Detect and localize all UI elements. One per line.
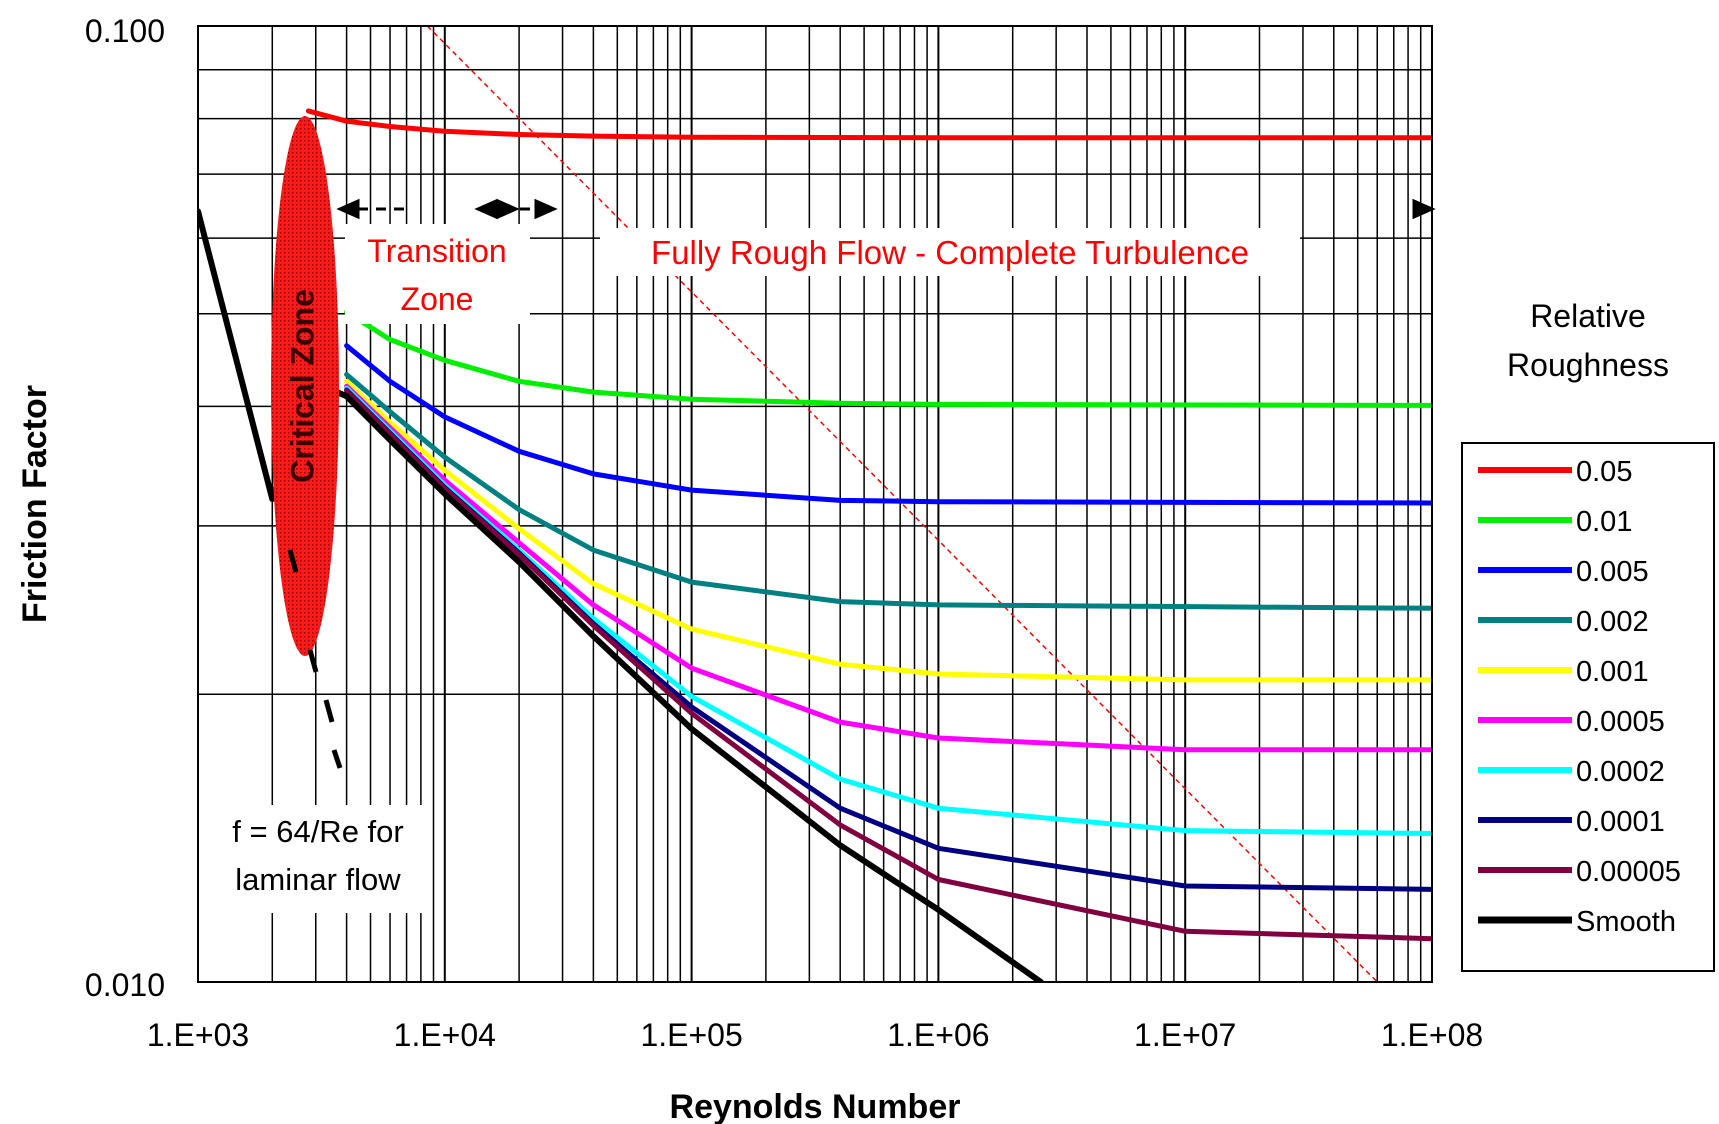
x-tick-label: 1.E+08 [1381,1017,1483,1053]
legend-label: 0.001 [1576,656,1649,688]
critical-zone-ellipse [271,116,339,656]
plot-frame [197,25,1433,983]
fully-rough-label: Fully Rough Flow - Complete Turbulence [651,234,1249,271]
x-tick-label: 1.E+05 [640,1017,742,1053]
legend-label: 0.00005 [1576,856,1681,888]
legend-label: 0.0005 [1576,706,1665,738]
legend-label: 0.01 [1576,506,1632,538]
legend-label: 0.05 [1576,456,1632,488]
grid [197,26,1433,982]
series-layer [198,108,1432,982]
legend-title-line1: Relative [1530,298,1646,334]
laminar-label-line2: laminar flow [235,862,401,897]
legend-label: Smooth [1576,906,1676,938]
series-line-0 [305,108,1432,141]
legend-title-line2: Roughness [1507,347,1669,383]
series-line-8 [344,388,1432,942]
laminar-extension-dashes [287,549,343,769]
series-line-3 [344,372,1432,611]
series-line-4 [344,378,1432,683]
fully-rough-label-bg [600,228,1300,276]
legend-items: 0.05 0.01 0.005 0.002 0.001 0.0005 0.0002 0.000… [1478,456,1681,938]
critical-zone-label: Critical Zone [284,289,320,483]
y-tick-label-top: 0.100 [85,13,165,49]
x-tick-label: 1.E+06 [887,1017,989,1053]
legend-label: 0.0001 [1576,806,1665,838]
x-tick-labels: 1.E+03 1.E+04 1.E+05 1.E+06 1.E+07 1.E+08 [147,1017,1483,1053]
x-tick-label: 1.E+07 [1134,1017,1236,1053]
x-axis-title: Reynolds Number [670,1088,961,1124]
laminar-label-line1: f = 64/Re for [232,814,403,849]
x-tick-label: 1.E+04 [394,1017,496,1053]
series-line-2 [344,343,1432,506]
y-tick-label-bottom: 0.010 [85,967,165,1003]
transition-label-line2: Zone [401,281,474,317]
legend-box [1461,442,1715,972]
series-line-1 [344,309,1432,408]
x-tick-label: 1.E+03 [147,1017,249,1053]
transition-label-bg [345,224,530,324]
legend-label: 0.005 [1576,556,1649,588]
series-line-5 [344,383,1432,753]
zone-arrows [336,198,1436,220]
y-axis-title: Friction Factor [16,385,54,623]
legend-label: 0.0002 [1576,756,1665,788]
legend-label: 0.002 [1576,606,1649,638]
transition-label-line1: Transition [367,233,506,269]
laminar-label-bg [205,805,430,913]
